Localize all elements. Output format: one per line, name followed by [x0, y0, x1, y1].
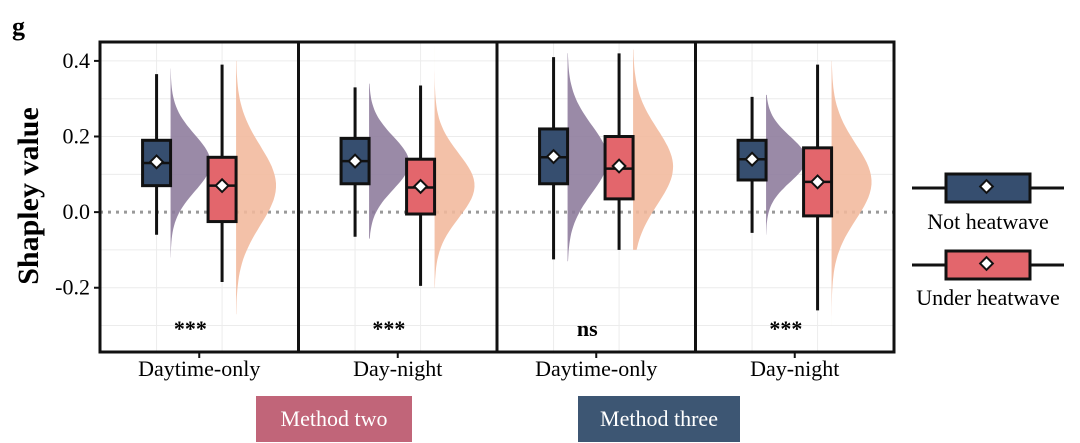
legend-mean-marker-not-heatwave [978, 178, 995, 195]
mean-marker-not-heatwave [545, 148, 562, 165]
x-tick-label-daytime-only: Daytime-only [138, 356, 260, 381]
x-axis-ticks: Daytime-only Day-night Daytime-only Day-nig… [138, 352, 839, 381]
violin-not-heatwave [567, 53, 608, 262]
legend-label-not-heatwave: Not heatwave [927, 209, 1049, 234]
mean-marker-not-heatwave [744, 151, 760, 167]
significance-label: *** [372, 316, 405, 341]
y-tick-label: 0.2 [63, 124, 91, 149]
legend-mean-marker-under-heatwave [978, 255, 995, 272]
violin-under-heatwave [633, 49, 674, 250]
legend: Not heatwave Under heatwave [912, 172, 1064, 310]
mean-marker-not-heatwave [148, 154, 165, 170]
x-tick-label-day-night: Day-night [750, 356, 839, 381]
y-tick-label: 0.0 [63, 199, 91, 224]
box-under-heatwave [206, 155, 238, 224]
mean-marker-not-heatwave [347, 153, 363, 169]
legend-label-under-heatwave: Under heatwave [916, 285, 1060, 310]
boxplots [141, 53, 834, 311]
mean-marker-under-heatwave [412, 178, 429, 195]
violin-under-heatwave [831, 60, 872, 326]
mean-marker-under-heatwave [214, 177, 230, 194]
violin-not-heatwave [369, 83, 410, 239]
significance-label: *** [174, 316, 207, 341]
significance-label: *** [769, 316, 802, 341]
x-tick-label-daytime-only: Daytime-only [535, 356, 657, 381]
legend-item-under-heatwave: Under heatwave [912, 249, 1064, 310]
violin-not-heatwave [766, 94, 806, 235]
significance-labels: *** *** ns *** [174, 316, 803, 341]
panel-frame-3 [495, 40, 697, 354]
violins [170, 45, 872, 326]
y-axis-label: Shapley value [12, 107, 45, 285]
y-axis-ticks: -0.2 0.0 0.2 0.4 [55, 48, 100, 300]
mean-marker-under-heatwave [809, 174, 826, 190]
y-tick-label: -0.2 [55, 275, 90, 300]
panel-label: g [12, 12, 25, 41]
significance-label: ns [577, 316, 598, 341]
x-tick-label-day-night: Day-night [353, 356, 442, 381]
violin-not-heatwave [170, 68, 211, 258]
method-two-label: Method two [256, 396, 412, 442]
violin-under-heatwave [236, 60, 276, 315]
mean-marker-under-heatwave [611, 158, 627, 174]
violin-under-heatwave [434, 45, 475, 288]
y-tick-label: 0.4 [63, 48, 91, 73]
method-three-label: Method three [578, 396, 740, 442]
legend-item-not-heatwave: Not heatwave [912, 172, 1064, 234]
